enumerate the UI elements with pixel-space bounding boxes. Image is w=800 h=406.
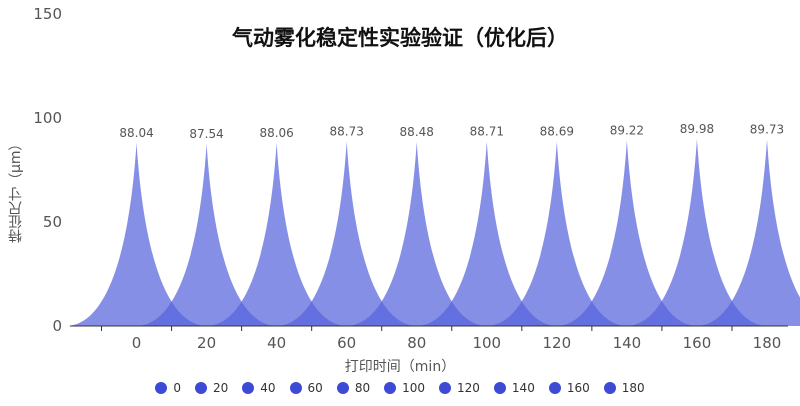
data-label-60: 88.73 <box>330 124 364 138</box>
peak-20 <box>136 143 277 326</box>
legend-dot-icon <box>336 382 349 394</box>
legend-dot-icon <box>155 382 168 394</box>
legend-item-40[interactable]: 40 <box>242 381 276 395</box>
data-label-120: 88.69 <box>540 125 574 139</box>
legend-item-140[interactable]: 140 <box>493 381 535 395</box>
y-axis: 0 50 100 150 <box>33 5 62 335</box>
legend-dot-icon <box>548 382 561 394</box>
chart-title: 气动雾化稳定性实验验证（优化后） <box>232 26 568 50</box>
peak-60 <box>276 141 417 326</box>
legend-item-20[interactable]: 20 <box>194 381 229 395</box>
y-tick-label: 50 <box>43 213 62 231</box>
x-axis-label: 打印时间（min） <box>344 359 456 375</box>
legend-label: 120 <box>457 381 480 395</box>
legend-label: 180 <box>621 381 645 395</box>
legend-label: 80 <box>354 381 371 395</box>
legend-item-100[interactable]: 100 <box>384 381 425 395</box>
x-tick-label: 40 <box>267 334 286 352</box>
x-tick-label: 160 <box>683 334 712 352</box>
peak-140 <box>556 140 697 326</box>
legend-label: 160 <box>566 381 590 395</box>
legend-dot-icon <box>603 382 616 394</box>
legend-dot-icon <box>493 382 506 394</box>
data-label-180: 89.73 <box>750 122 784 136</box>
legend-label: 0 <box>173 381 181 395</box>
peak-180 <box>696 139 800 326</box>
plot-area: 88.04 87.54 88.06 88.73 88.48 88.71 88.69 89.22… <box>66 122 800 326</box>
legend-dot-icon <box>289 382 302 394</box>
legend-item-180[interactable]: 180 <box>603 381 645 395</box>
x-tick-label: 80 <box>407 334 426 352</box>
x-tick-label: 20 <box>197 334 216 352</box>
legend-label: 40 <box>260 381 276 395</box>
legend-item-60[interactable]: 60 <box>289 381 323 395</box>
legend-item-0[interactable]: 0 <box>155 381 181 395</box>
legend-dot-icon <box>439 382 452 394</box>
data-label-0: 88.04 <box>119 126 153 140</box>
x-tick-label: 120 <box>543 334 572 352</box>
data-label-80: 88.48 <box>400 125 434 139</box>
legend-label: 60 <box>307 381 323 395</box>
peak-80 <box>346 141 487 326</box>
legend-label: 140 <box>511 381 535 395</box>
legend-item-120[interactable]: 120 <box>439 381 480 395</box>
legend-label: 100 <box>402 381 426 395</box>
legend-dot-icon <box>194 382 207 394</box>
peak-160 <box>626 138 767 326</box>
data-label-20: 87.54 <box>189 127 223 141</box>
legend-item-160[interactable]: 160 <box>548 381 590 395</box>
peak-120 <box>486 141 627 326</box>
x-tick-label: 100 <box>472 334 501 352</box>
data-label-100: 88.71 <box>470 124 504 138</box>
peak-0 <box>66 142 207 326</box>
data-label-140: 89.22 <box>610 123 644 137</box>
y-tick-label: 150 <box>33 5 62 23</box>
x-tick-label: 140 <box>613 334 642 352</box>
x-tick-label: 60 <box>337 334 356 352</box>
legend-dot-icon <box>242 382 255 394</box>
y-tick-label: 100 <box>33 109 62 127</box>
y-tick-label: 0 <box>52 317 62 335</box>
peak-40 <box>206 142 347 326</box>
legend-label: 20 <box>212 381 229 395</box>
x-axis: 0 20 40 60 80 100 120 140 160 180 <box>70 325 788 352</box>
x-tick-label: 180 <box>753 334 782 352</box>
y-axis-label: 特征尺寸（μm） <box>8 136 24 244</box>
legend-item-80[interactable]: 80 <box>336 381 371 395</box>
x-tick-label: 0 <box>132 334 142 352</box>
legend-dot-icon <box>384 382 397 394</box>
data-label-40: 88.06 <box>259 126 293 140</box>
data-label-160: 89.98 <box>680 122 714 136</box>
peak-100 <box>416 141 557 326</box>
legend: 0 20 40 60 80 100 120 140 160 180 <box>0 378 800 398</box>
